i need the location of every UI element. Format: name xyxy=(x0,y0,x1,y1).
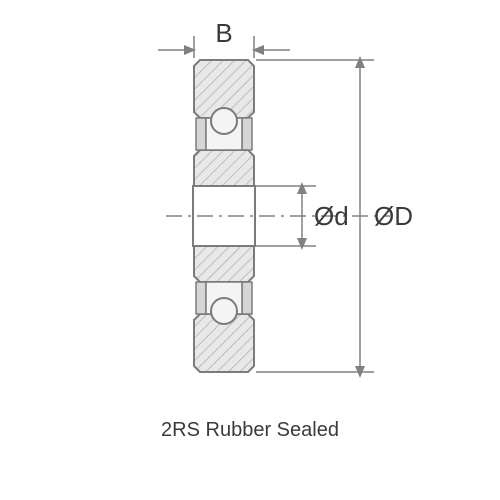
ball-bottom xyxy=(211,298,237,324)
diagram-stage: B ØD Ød 2RS Rubber Sealed xyxy=(0,0,500,500)
seal-right xyxy=(242,118,252,150)
ball-top xyxy=(211,108,237,134)
seal-left xyxy=(196,282,206,314)
dim-d-label: Ød xyxy=(314,201,349,231)
seal-right xyxy=(242,282,252,314)
dim-B-label: B xyxy=(215,18,232,48)
caption-text: 2RS Rubber Sealed xyxy=(0,419,500,442)
dim-D-label: ØD xyxy=(374,201,413,231)
seal-left xyxy=(196,118,206,150)
